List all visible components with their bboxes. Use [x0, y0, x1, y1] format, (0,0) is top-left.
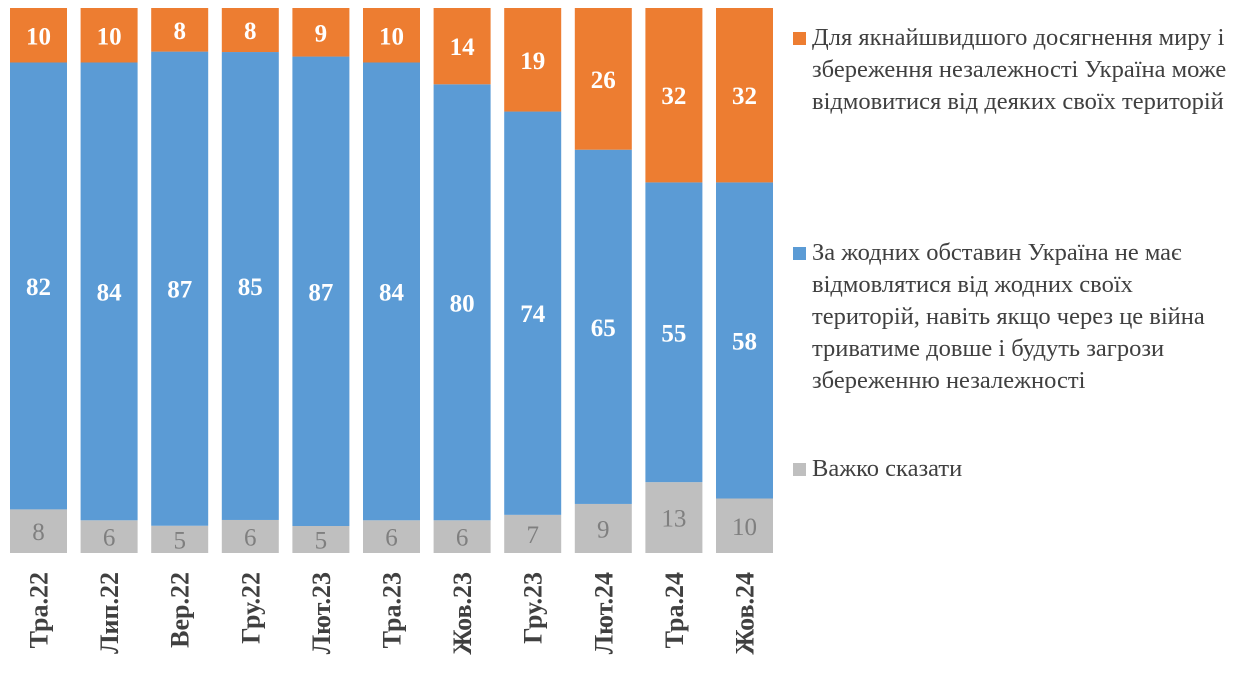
bar-segment-2-6 — [433, 8, 491, 85]
data-label: 58 — [732, 328, 757, 355]
data-label: 74 — [520, 301, 546, 328]
data-label: 85 — [238, 274, 263, 301]
data-label: 10 — [379, 23, 404, 50]
bar-segment-2-0 — [10, 8, 67, 63]
data-label: 6 — [385, 525, 398, 552]
data-label: 84 — [379, 279, 405, 306]
bar-segment-0-3 — [221, 519, 279, 553]
bar-segment-2-10 — [716, 8, 773, 183]
data-label: 32 — [661, 83, 686, 110]
bar-segment-1-0 — [10, 62, 67, 510]
bar-segment-0-4 — [292, 526, 350, 553]
data-label: 82 — [26, 274, 51, 301]
data-label: 6 — [456, 525, 469, 552]
data-label: 14 — [450, 34, 476, 61]
bar-segment-0-7 — [504, 514, 562, 553]
bar-segment-0-5 — [363, 520, 420, 553]
bar-segment-1-8 — [574, 149, 632, 504]
bar-segment-0-10 — [716, 498, 773, 553]
bar-segment-1-9 — [645, 182, 703, 483]
category-label: Гру.22 — [236, 572, 265, 644]
bar-segment-2-8 — [574, 8, 632, 150]
data-label: 26 — [591, 67, 616, 94]
legend-swatch — [793, 32, 806, 45]
category-label: Жов.23 — [448, 572, 477, 655]
data-label: 84 — [97, 279, 123, 306]
data-label: 8 — [173, 18, 186, 45]
bar-segment-0-0 — [10, 509, 67, 553]
data-label: 10 — [732, 514, 757, 541]
bar-segment-1-3 — [221, 52, 279, 520]
legend-label: Важко сказати — [812, 455, 963, 482]
data-label: 6 — [244, 524, 257, 551]
data-label: 13 — [661, 506, 686, 533]
data-label: 7 — [526, 522, 539, 549]
data-label: 10 — [97, 23, 122, 50]
data-label: 32 — [732, 83, 757, 110]
category-label: Тра.23 — [378, 572, 407, 648]
category-label: Лют.24 — [589, 572, 618, 654]
data-label: 65 — [591, 315, 616, 342]
bar-segment-2-3 — [221, 8, 279, 53]
bar-segment-1-4 — [292, 56, 350, 527]
legend-swatch — [793, 247, 806, 260]
bar-segment-2-5 — [363, 8, 420, 63]
category-label: Тра.24 — [660, 572, 689, 648]
data-label: 55 — [661, 320, 686, 347]
bar-segment-1-7 — [504, 111, 562, 515]
legend-label: Для якнайшвидшого досягнення миру і збер… — [812, 24, 1227, 115]
data-label: 6 — [103, 525, 116, 552]
bar-segment-0-1 — [80, 520, 138, 553]
category-label: Тра.22 — [25, 572, 54, 648]
legend-swatch — [793, 463, 806, 476]
legend-label: За жодних обставин Україна не має відмов… — [812, 239, 1205, 394]
data-label: 87 — [167, 277, 192, 304]
bar-segment-0-9 — [645, 482, 703, 553]
category-label: Лют.23 — [307, 572, 336, 654]
stacked-bar-chart: 88210Тра.2268410Лип.225878Вер.226858Гру.… — [10, 8, 773, 655]
data-label: 10 — [26, 23, 51, 50]
data-label: 87 — [308, 279, 333, 306]
data-label: 9 — [597, 516, 610, 543]
data-label: 9 — [315, 20, 328, 47]
bar-segment-2-9 — [645, 8, 703, 183]
bar-segment-0-6 — [433, 520, 491, 553]
data-label: 8 — [244, 18, 257, 45]
legend-item: Важко сказати — [793, 453, 1233, 485]
legend-item: За жодних обставин Україна не має відмов… — [793, 237, 1233, 397]
bar-segment-1-10 — [716, 182, 773, 499]
category-label: Вер.22 — [166, 572, 195, 648]
bar-segment-0-8 — [574, 503, 632, 553]
bar-segment-2-7 — [504, 8, 562, 112]
bar-segment-1-1 — [80, 62, 138, 521]
data-label: 80 — [450, 290, 475, 317]
category-label: Жов.24 — [731, 572, 760, 655]
bar-segment-2-4 — [292, 8, 350, 57]
bar-segment-1-6 — [433, 84, 491, 521]
legend-item: Для якнайшвидшого досягнення миру і збер… — [793, 22, 1233, 118]
category-label: Гру.23 — [519, 572, 548, 644]
bar-segment-0-2 — [151, 525, 209, 553]
data-label: 5 — [173, 527, 186, 554]
data-label: 5 — [315, 528, 328, 555]
bar-segment-2-1 — [80, 8, 138, 63]
bar-segment-2-2 — [151, 8, 209, 52]
category-label: Лип.22 — [95, 572, 124, 654]
bar-segment-1-5 — [363, 62, 420, 521]
data-label: 8 — [32, 519, 45, 546]
data-label: 19 — [520, 48, 545, 75]
bar-segment-1-2 — [151, 51, 209, 526]
